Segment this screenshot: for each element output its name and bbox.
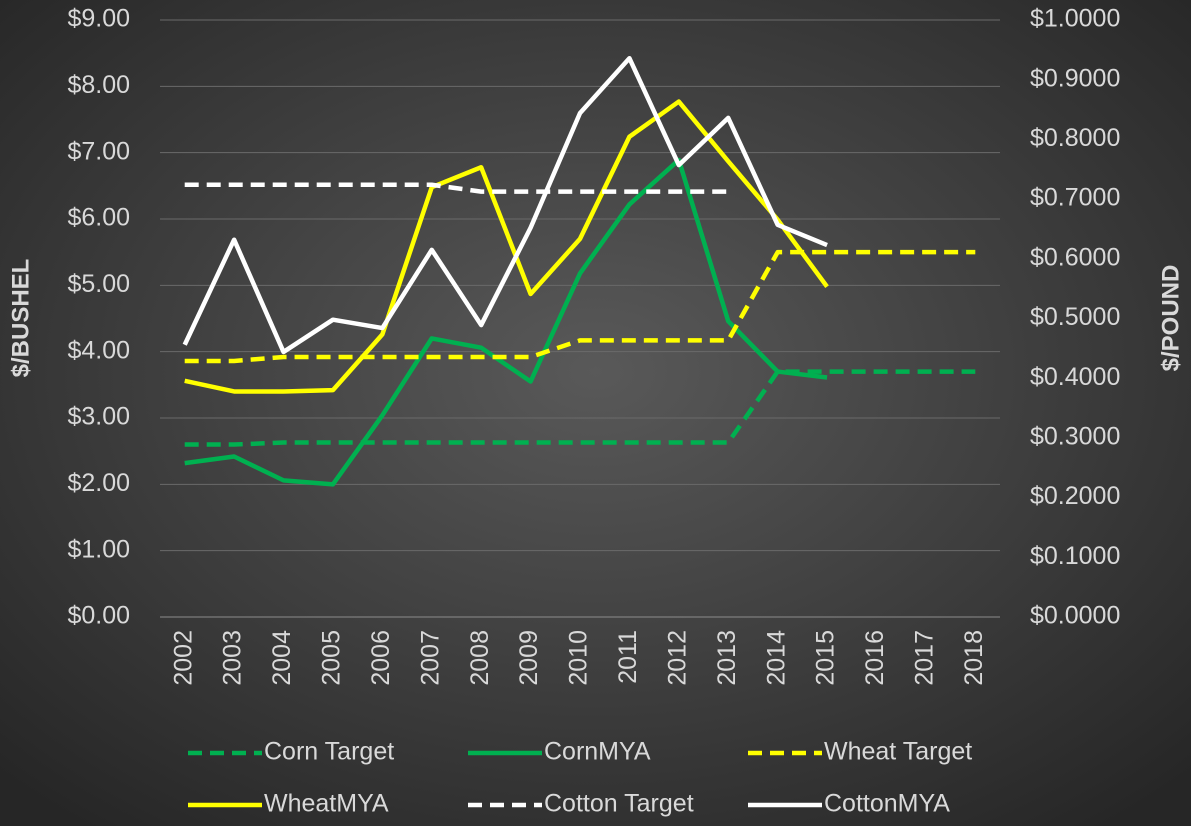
legend-label: CornMYA xyxy=(544,738,651,766)
legend-label: Cotton Target xyxy=(544,790,694,818)
y-tick-label: $2.00 xyxy=(67,469,130,497)
y2-tick-label: $0.9000 xyxy=(1030,64,1120,92)
legend-label: Corn Target xyxy=(264,738,394,766)
y-tick-label: $6.00 xyxy=(67,204,130,232)
y2-tick-label: $0.5000 xyxy=(1030,303,1120,331)
x-tick-label: 2006 xyxy=(367,630,395,686)
y-tick-label: $0.00 xyxy=(67,602,130,630)
series-line xyxy=(182,55,828,355)
series-line xyxy=(184,249,976,364)
x-tick-label: 2003 xyxy=(219,630,247,686)
legend-label: Wheat Target xyxy=(824,738,972,766)
y-axis-title: $/BUSHEL xyxy=(7,259,34,378)
y2-tick-label: $0.7000 xyxy=(1030,184,1120,212)
y-tick-label: $8.00 xyxy=(67,71,130,99)
x-tick-label: 2014 xyxy=(762,630,790,686)
x-tick-label: 2018 xyxy=(960,630,988,686)
y2-tick-label: $0.3000 xyxy=(1030,423,1120,451)
y2-tick-label: $0.1000 xyxy=(1030,542,1120,570)
y2-axis-title: $/POUND xyxy=(1157,265,1184,372)
series-line xyxy=(184,369,976,447)
series-line xyxy=(184,157,828,487)
y-tick-label: $7.00 xyxy=(67,137,130,165)
x-tick-label: 2009 xyxy=(515,630,543,686)
x-tick-label: 2008 xyxy=(466,630,494,686)
y-tick-label: $5.00 xyxy=(67,270,130,298)
x-tick-label: 2011 xyxy=(614,630,642,684)
y-tick-label: $9.00 xyxy=(67,5,130,33)
y-tick-label: $3.00 xyxy=(67,403,130,431)
x-tick-label: 2007 xyxy=(416,630,444,686)
series-line xyxy=(184,99,829,394)
y2-tick-label: $0.4000 xyxy=(1030,363,1120,391)
y2-tick-label: $0.8000 xyxy=(1030,124,1120,152)
x-tick-label: 2013 xyxy=(713,630,741,686)
legend-label: WheatMYA xyxy=(264,790,389,818)
x-tick-label: 2012 xyxy=(663,630,691,686)
y-tick-label: $1.00 xyxy=(67,535,130,563)
y2-tick-label: $1.0000 xyxy=(1030,5,1120,33)
y2-tick-label: $0.0000 xyxy=(1030,602,1120,630)
y2-tick-label: $0.6000 xyxy=(1030,243,1120,271)
x-tick-label: 2017 xyxy=(910,630,938,686)
x-tick-label: 2002 xyxy=(169,630,197,686)
legend-label: CottonMYA xyxy=(824,790,950,818)
x-tick-label: 2010 xyxy=(565,630,593,686)
series-line xyxy=(184,182,729,194)
y2-tick-label: $0.2000 xyxy=(1030,482,1120,510)
x-tick-label: 2016 xyxy=(861,630,889,686)
x-tick-label: 2015 xyxy=(812,630,840,686)
y-tick-label: $4.00 xyxy=(67,336,130,364)
x-tick-label: 2004 xyxy=(268,630,296,686)
x-tick-label: 2005 xyxy=(318,630,346,686)
